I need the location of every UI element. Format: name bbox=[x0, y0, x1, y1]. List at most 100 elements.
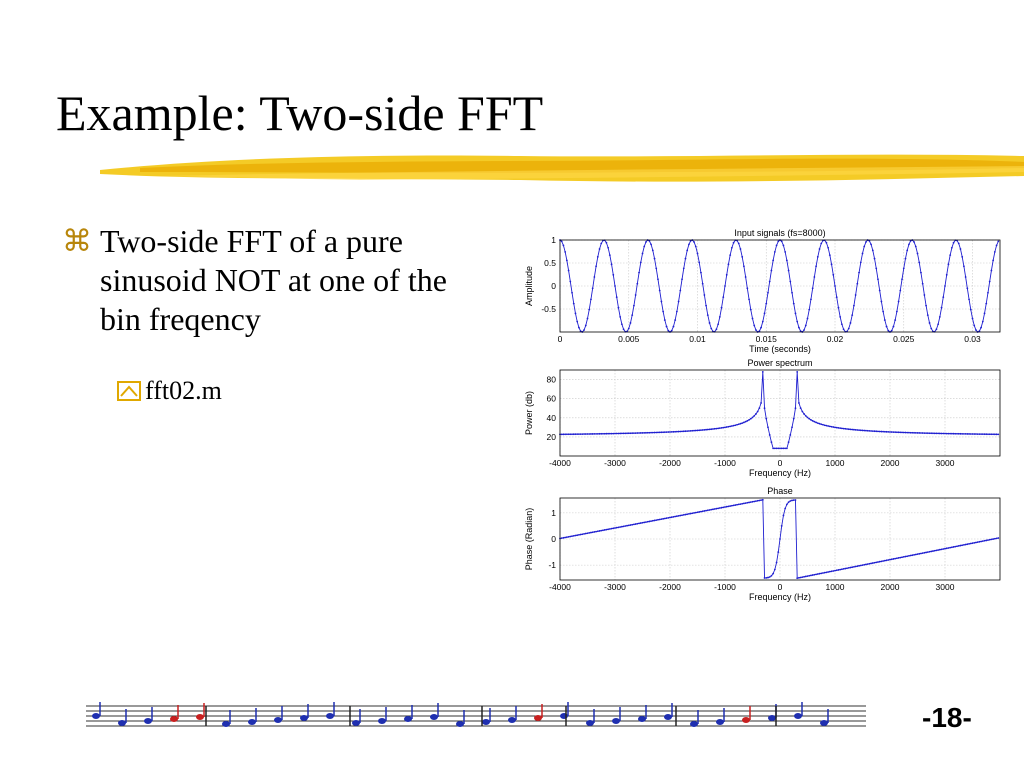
data-point bbox=[768, 280, 771, 283]
data-point bbox=[801, 410, 804, 413]
data-point bbox=[846, 428, 848, 430]
data-point bbox=[944, 432, 946, 435]
data-point bbox=[633, 523, 635, 526]
data-point bbox=[803, 413, 805, 415]
music-note-icon bbox=[196, 714, 204, 720]
data-point bbox=[727, 263, 730, 266]
sub-bullet-item: fft02.m bbox=[117, 376, 222, 406]
data-point bbox=[976, 433, 979, 435]
data-point bbox=[584, 532, 587, 535]
data-point bbox=[878, 560, 881, 563]
data-point bbox=[586, 433, 589, 435]
data-point bbox=[727, 505, 730, 508]
data-point bbox=[677, 514, 680, 517]
data-point bbox=[961, 432, 964, 435]
data-point bbox=[590, 531, 592, 534]
data-point bbox=[581, 433, 584, 435]
data-point bbox=[785, 503, 788, 506]
data-point bbox=[796, 577, 799, 580]
data-point bbox=[889, 558, 891, 561]
x-tick-label: 0.005 bbox=[618, 334, 640, 344]
data-point bbox=[933, 549, 936, 552]
data-point bbox=[868, 429, 871, 432]
data-point bbox=[878, 430, 881, 433]
data-point bbox=[645, 431, 647, 434]
data-point bbox=[904, 431, 907, 434]
data-point bbox=[615, 432, 618, 435]
data-point bbox=[564, 536, 567, 539]
data-point bbox=[722, 506, 725, 509]
data-point bbox=[674, 319, 677, 321]
data-point bbox=[975, 329, 977, 331]
data-point bbox=[914, 553, 917, 556]
data-point bbox=[950, 246, 953, 249]
data-point bbox=[773, 447, 776, 450]
x-tick-label: 1000 bbox=[826, 458, 845, 468]
data-point bbox=[772, 259, 775, 262]
music-note-icon bbox=[352, 720, 360, 726]
data-point bbox=[808, 417, 811, 420]
data-point bbox=[770, 574, 773, 577]
data-point bbox=[694, 511, 697, 514]
data-point bbox=[926, 314, 929, 317]
data-point bbox=[928, 322, 931, 324]
data-point bbox=[595, 530, 597, 533]
data-point bbox=[935, 432, 938, 435]
data-point bbox=[693, 241, 695, 243]
data-point bbox=[975, 433, 977, 435]
data-point bbox=[765, 302, 768, 305]
data-point bbox=[794, 407, 797, 410]
data-point bbox=[663, 431, 666, 434]
data-point bbox=[787, 269, 790, 272]
data-point bbox=[863, 429, 866, 432]
data-point bbox=[700, 271, 702, 274]
data-point bbox=[622, 328, 625, 331]
data-point bbox=[595, 265, 597, 268]
data-point bbox=[851, 428, 854, 431]
data-point bbox=[842, 427, 845, 430]
data-point bbox=[631, 432, 634, 435]
data-point bbox=[620, 432, 623, 435]
data-point bbox=[756, 499, 759, 502]
data-point bbox=[703, 294, 706, 296]
data-point bbox=[698, 511, 701, 513]
data-point bbox=[875, 561, 878, 564]
data-point bbox=[686, 249, 689, 252]
data-point bbox=[892, 558, 895, 560]
data-point bbox=[883, 319, 886, 321]
data-point bbox=[897, 557, 900, 559]
data-point bbox=[849, 428, 852, 431]
data-point bbox=[813, 276, 816, 278]
data-point bbox=[679, 430, 682, 433]
data-point bbox=[980, 326, 982, 329]
data-point bbox=[639, 432, 642, 434]
data-point bbox=[985, 433, 988, 436]
data-point bbox=[873, 430, 876, 433]
data-point bbox=[780, 240, 783, 243]
music-note-icon bbox=[430, 714, 438, 720]
data-point bbox=[662, 431, 665, 434]
data-point bbox=[694, 245, 697, 248]
data-point bbox=[564, 433, 567, 436]
data-point bbox=[847, 566, 850, 569]
data-point bbox=[914, 245, 917, 248]
data-point bbox=[844, 567, 847, 570]
data-point bbox=[773, 568, 776, 571]
data-point bbox=[916, 252, 919, 255]
data-point bbox=[600, 529, 603, 532]
music-staff-decoration bbox=[86, 702, 866, 727]
data-point bbox=[737, 423, 740, 426]
data-point bbox=[749, 501, 752, 504]
x-tick-label: 3000 bbox=[936, 582, 955, 592]
data-point bbox=[681, 514, 683, 517]
data-point bbox=[691, 512, 694, 515]
data-point bbox=[619, 526, 622, 528]
data-point bbox=[643, 521, 646, 524]
data-point bbox=[854, 565, 857, 568]
data-point bbox=[865, 429, 867, 432]
data-point bbox=[963, 265, 965, 268]
data-point bbox=[947, 432, 950, 435]
data-point bbox=[828, 570, 831, 573]
data-point bbox=[706, 509, 709, 512]
data-point bbox=[603, 529, 606, 531]
